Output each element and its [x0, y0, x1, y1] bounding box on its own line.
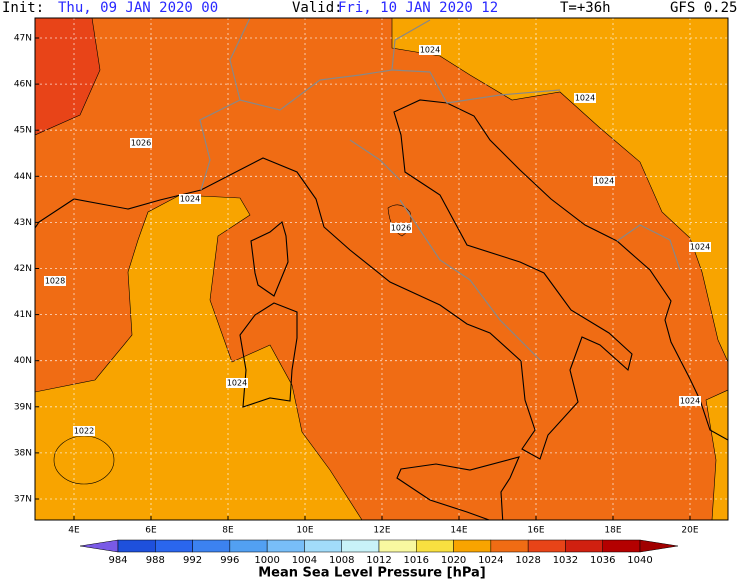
- model-name: GFS 0.25: [670, 0, 737, 16]
- lon-label: 12E: [373, 526, 390, 536]
- lat-label: 38N: [14, 448, 32, 458]
- contour-label: 1026: [391, 224, 411, 233]
- contour-label: 1024: [690, 243, 710, 252]
- init-time: Thu, 09 JAN 2020 00: [58, 0, 218, 16]
- colorbar-title: Mean Sea Level Pressure [hPa]: [258, 566, 486, 580]
- national-borders: [199, 18, 681, 361]
- colorbar-tick-label: 1004: [292, 555, 317, 566]
- graticule: [35, 18, 728, 520]
- lon-label: 4E: [68, 526, 80, 536]
- lon-label: 10E: [296, 526, 313, 536]
- colorbar-swatch: [229, 539, 268, 553]
- colorbar-tick-label: 992: [183, 555, 202, 566]
- contour-label-box: [574, 93, 596, 103]
- contour-label-box: [419, 45, 441, 55]
- colorbar-swatch: [266, 539, 305, 553]
- pressure-band-low-southeast: [705, 389, 728, 520]
- contour-label-box: [130, 138, 152, 148]
- colorbar-tick-label: 1028: [515, 555, 540, 566]
- contour-label: 1024: [180, 195, 200, 204]
- valid-label: Valid:: [292, 0, 343, 16]
- lat-label: 46N: [14, 80, 32, 90]
- colorbar-tick-label: 1012: [366, 555, 391, 566]
- colorbar-swatch: [117, 539, 156, 553]
- sardinia: [239, 302, 298, 408]
- lat-label: 45N: [14, 126, 32, 136]
- contour-label: 1028: [45, 277, 65, 286]
- colorbar-swatch: [453, 539, 492, 553]
- colorbar-swatch: [155, 539, 193, 553]
- colorbar-swatch: [602, 539, 641, 553]
- colorbar: 984 988 992 996 1000 1004 1008 1012 1016 1020 1024…: [79, 539, 679, 566]
- lon-label: 14E: [450, 526, 467, 536]
- colorbar-tick-label: 1000: [254, 555, 279, 566]
- contour-label: 1024: [680, 397, 700, 406]
- pressure-band-low-west: [35, 194, 363, 520]
- lat-label: 41N: [14, 310, 32, 320]
- lat-label: 37N: [14, 495, 32, 505]
- colorbar-end: [79, 539, 119, 553]
- contour-label: 1026: [131, 139, 151, 148]
- colorbar-swatch: [565, 539, 603, 553]
- colorbar-swatch: [416, 539, 454, 553]
- contour-label: 1024: [594, 177, 614, 186]
- colorbar-swatch: [490, 539, 529, 553]
- contour-label-box: [679, 396, 701, 406]
- colorbar-swatch: [341, 539, 380, 553]
- colorbar-swatch: [527, 539, 566, 553]
- colorbar-swatch: [192, 539, 231, 553]
- colorbar-end: [639, 539, 679, 553]
- colorbar-tick-label: 988: [146, 555, 165, 566]
- colorbar-swatch: [304, 539, 342, 553]
- pressure-band-high: [35, 18, 101, 136]
- colorbar-tick-label: 984: [108, 555, 127, 566]
- contour-label-box: [689, 242, 711, 252]
- contour-label-box: [226, 378, 248, 388]
- lon-label: 6E: [145, 526, 157, 536]
- contour-label: 1022: [74, 427, 94, 436]
- contour-label-box: [73, 426, 95, 436]
- lon-label: 16E: [527, 526, 544, 536]
- colorbar-tick-label: 1008: [329, 555, 354, 566]
- colorbar-swatch: [378, 539, 417, 553]
- sicily: [396, 456, 520, 520]
- init-label: Init:: [2, 0, 44, 16]
- map-labels: 47N 46N 45N 44N 43N 42N 41N 40N 39N 38N 37N 4E 6E 8E 1…: [14, 34, 711, 536]
- lat-label: 43N: [14, 218, 32, 228]
- contour-label: 1024: [227, 379, 247, 388]
- colorbar-tick-label: 1016: [404, 555, 429, 566]
- colorbar-tick-label: 1032: [553, 555, 578, 566]
- colorbar-tick-label: 1020: [441, 555, 466, 566]
- lead-time: T=+36h: [560, 0, 611, 16]
- contour-label-box: [44, 276, 66, 286]
- colorbar-tick-label: 1024: [478, 555, 503, 566]
- lon-label: 20E: [681, 526, 698, 536]
- valid-time: Fri, 10 JAN 2020 12: [338, 0, 498, 16]
- lat-label: 44N: [14, 172, 32, 182]
- lon-label: 18E: [604, 526, 621, 536]
- lat-label: 39N: [14, 402, 32, 412]
- contour-label: 1024: [420, 46, 440, 55]
- colorbar-tick-label: 1040: [627, 555, 652, 566]
- lat-label: 47N: [14, 34, 32, 44]
- contour-label-box: [179, 194, 201, 204]
- coastline: [35, 99, 728, 460]
- map-area: [35, 18, 728, 520]
- colorbar-tick-label: 1036: [590, 555, 615, 566]
- corsica: [250, 221, 289, 297]
- lat-label: 42N: [14, 264, 32, 274]
- lon-label: 8E: [222, 526, 234, 536]
- colorbar-tick-label: 996: [220, 555, 239, 566]
- contour-label-box: [593, 176, 615, 186]
- lat-label: 40N: [14, 356, 32, 366]
- pressure-band-low-east: [391, 18, 728, 363]
- contour-label-box: [390, 223, 412, 233]
- contour-label: 1024: [575, 94, 595, 103]
